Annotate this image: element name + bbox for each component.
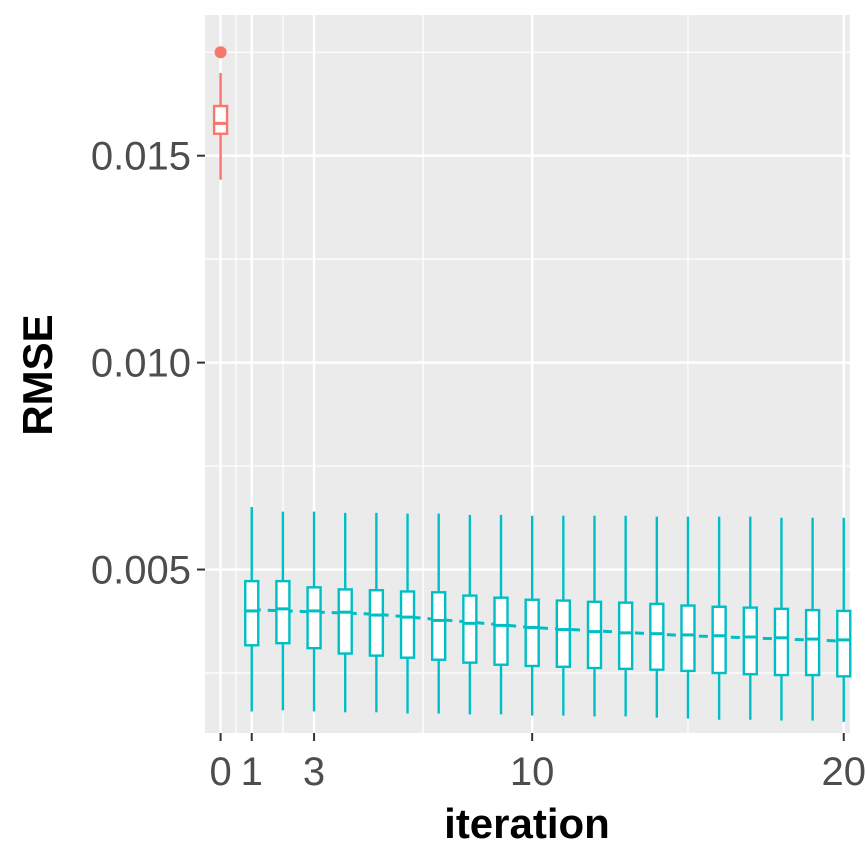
box-body [306, 586, 322, 650]
box-10 [524, 515, 540, 716]
y-axis-title: RMSE [14, 314, 61, 435]
box-4 [337, 512, 353, 713]
box-20 [836, 517, 852, 722]
x-tick-label: 3 [303, 750, 325, 794]
box-8 [462, 514, 478, 715]
box-0 [212, 46, 229, 180]
box-18 [773, 517, 790, 721]
box-body [493, 596, 509, 666]
major-gridlines [205, 15, 850, 733]
box-body [836, 609, 852, 678]
box-body [430, 591, 447, 661]
box-body [649, 602, 665, 671]
y-tick-label: 0.005 [91, 549, 191, 593]
y-axis: 0.005 0.010 0.015 [91, 135, 205, 593]
box-9 [493, 514, 509, 715]
box-12 [586, 515, 603, 717]
box-body [711, 605, 727, 675]
box-body [244, 579, 260, 647]
box-body [275, 579, 291, 645]
box-body [586, 600, 603, 670]
x-tick-label: 10 [510, 750, 555, 794]
y-tick-label: 0.010 [91, 342, 191, 386]
box-body [462, 594, 478, 664]
trend-line [251, 608, 844, 643]
box-body [680, 604, 696, 673]
box-1 [244, 507, 260, 712]
box-16 [711, 516, 727, 720]
box-13 [617, 515, 634, 717]
box-body [742, 606, 758, 676]
x-axis-title: iteration [444, 800, 610, 847]
box-body [368, 589, 385, 657]
box-7 [430, 513, 447, 714]
box-11 [555, 515, 572, 716]
box-3 [306, 511, 322, 712]
box-body [524, 598, 540, 668]
box-body [212, 104, 229, 135]
box-body [337, 588, 353, 655]
outlier-point [214, 46, 227, 59]
x-tick-label: 20 [822, 750, 865, 794]
x-tick-label: 1 [241, 750, 263, 794]
box-body [555, 599, 572, 668]
box-15 [680, 516, 696, 719]
box-6 [399, 513, 416, 714]
box-body [399, 590, 416, 659]
x-tick-label: 0 [209, 750, 231, 794]
box-14 [649, 516, 665, 718]
box-5 [368, 512, 385, 713]
box-body [617, 601, 634, 671]
box-19 [804, 517, 821, 721]
box-body [804, 608, 821, 677]
box-body [773, 607, 790, 677]
trend-line-group [251, 608, 844, 643]
boxes-group [212, 46, 852, 722]
box-2 [275, 511, 291, 711]
x-axis: 0 1 3 10 20 [209, 733, 865, 794]
box-17 [742, 516, 758, 720]
y-tick-label: 0.015 [91, 135, 191, 179]
